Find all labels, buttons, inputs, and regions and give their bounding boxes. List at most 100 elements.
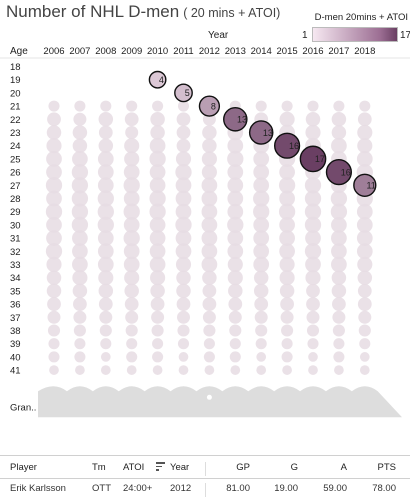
data-point[interactable] bbox=[45, 243, 63, 260]
data-point[interactable] bbox=[201, 243, 218, 260]
data-point[interactable] bbox=[71, 163, 89, 181]
data-point[interactable] bbox=[123, 177, 140, 194]
data-point[interactable] bbox=[305, 230, 321, 246]
data-point[interactable] bbox=[254, 297, 269, 311]
data-point[interactable] bbox=[175, 177, 192, 194]
data-point[interactable] bbox=[177, 310, 190, 324]
data-point[interactable] bbox=[304, 203, 322, 220]
data-point[interactable] bbox=[47, 112, 61, 127]
data-point[interactable] bbox=[202, 297, 217, 311]
data-point[interactable] bbox=[305, 124, 321, 141]
data-point[interactable] bbox=[201, 256, 218, 273]
data-point[interactable] bbox=[229, 338, 241, 350]
highlight-point[interactable] bbox=[248, 120, 274, 145]
data-point[interactable] bbox=[149, 177, 166, 194]
data-point[interactable] bbox=[330, 203, 348, 220]
data-point[interactable] bbox=[46, 230, 62, 246]
data-point[interactable] bbox=[175, 256, 192, 273]
data-point[interactable] bbox=[307, 100, 319, 112]
data-point[interactable] bbox=[227, 190, 244, 207]
data-point[interactable] bbox=[357, 112, 372, 127]
data-point[interactable] bbox=[227, 256, 243, 273]
data-point[interactable] bbox=[253, 164, 270, 180]
data-point[interactable] bbox=[72, 151, 88, 167]
data-point[interactable] bbox=[123, 256, 140, 273]
data-point[interactable] bbox=[255, 100, 267, 112]
data-point[interactable] bbox=[279, 243, 295, 260]
data-point[interactable] bbox=[227, 203, 244, 220]
data-point[interactable] bbox=[332, 297, 346, 311]
data-point[interactable] bbox=[357, 270, 373, 285]
data-point[interactable] bbox=[47, 324, 61, 337]
data-point[interactable] bbox=[202, 125, 217, 140]
data-point[interactable] bbox=[72, 283, 88, 299]
data-point[interactable] bbox=[123, 190, 140, 207]
data-point[interactable] bbox=[124, 297, 139, 311]
data-point[interactable] bbox=[176, 283, 191, 299]
data-point[interactable] bbox=[73, 112, 87, 126]
data-point[interactable] bbox=[46, 217, 62, 233]
data-point[interactable] bbox=[123, 229, 140, 247]
column-header-a[interactable]: A bbox=[340, 462, 347, 473]
data-point[interactable] bbox=[98, 297, 113, 311]
data-point[interactable] bbox=[100, 352, 111, 362]
data-point[interactable] bbox=[177, 338, 190, 350]
data-point[interactable] bbox=[75, 365, 85, 375]
data-point[interactable] bbox=[97, 243, 114, 260]
data-point[interactable] bbox=[71, 190, 89, 207]
data-point[interactable] bbox=[177, 324, 190, 337]
bubble-chart[interactable]: 2006 2007 2008 2009 2010 2011 2012 2013 2014 2015… bbox=[0, 42, 410, 454]
data-point[interactable] bbox=[280, 297, 294, 311]
data-point[interactable] bbox=[201, 217, 218, 233]
data-point[interactable] bbox=[256, 352, 267, 362]
data-point[interactable] bbox=[124, 270, 140, 286]
data-point[interactable] bbox=[227, 243, 244, 260]
data-point[interactable] bbox=[151, 310, 165, 324]
data-point[interactable] bbox=[359, 365, 370, 375]
data-point[interactable] bbox=[253, 283, 269, 299]
data-point[interactable] bbox=[279, 230, 295, 246]
data-point[interactable] bbox=[175, 190, 192, 207]
data-point[interactable] bbox=[123, 243, 140, 260]
data-point[interactable] bbox=[282, 365, 292, 375]
data-point[interactable] bbox=[253, 230, 270, 246]
data-point[interactable] bbox=[100, 338, 112, 350]
data-point[interactable] bbox=[177, 100, 190, 112]
data-point[interactable] bbox=[149, 137, 166, 154]
data-point[interactable] bbox=[253, 190, 270, 207]
sort-icon[interactable] bbox=[156, 462, 165, 472]
data-point[interactable] bbox=[152, 351, 164, 363]
data-point[interactable] bbox=[48, 100, 60, 112]
data-point[interactable] bbox=[201, 203, 218, 220]
data-point[interactable] bbox=[201, 190, 218, 207]
data-point[interactable] bbox=[202, 138, 217, 153]
data-point[interactable] bbox=[178, 365, 189, 375]
data-point[interactable] bbox=[333, 100, 345, 112]
data-point[interactable] bbox=[72, 125, 88, 140]
data-point[interactable] bbox=[201, 151, 217, 167]
data-point[interactable] bbox=[97, 216, 114, 234]
data-point[interactable] bbox=[203, 324, 216, 337]
data-point[interactable] bbox=[281, 324, 294, 337]
column-header-gp[interactable]: GP bbox=[236, 462, 250, 473]
data-point[interactable] bbox=[46, 190, 62, 207]
data-point[interactable] bbox=[356, 230, 373, 246]
data-point[interactable] bbox=[97, 151, 114, 167]
data-point[interactable] bbox=[47, 297, 61, 311]
data-point[interactable] bbox=[49, 365, 59, 375]
data-point[interactable] bbox=[46, 164, 62, 180]
data-point[interactable] bbox=[71, 177, 89, 194]
data-point[interactable] bbox=[45, 177, 63, 194]
data-point[interactable] bbox=[332, 310, 346, 324]
data-point[interactable] bbox=[175, 163, 192, 181]
data-point[interactable] bbox=[73, 324, 86, 337]
data-point[interactable] bbox=[331, 270, 347, 285]
data-point[interactable] bbox=[254, 310, 268, 324]
highlight-point[interactable] bbox=[198, 95, 221, 117]
data-point[interactable] bbox=[279, 217, 295, 233]
data-point[interactable] bbox=[99, 310, 113, 324]
data-point[interactable] bbox=[48, 351, 60, 363]
data-point[interactable] bbox=[228, 283, 243, 299]
data-point[interactable] bbox=[308, 352, 318, 362]
data-point[interactable] bbox=[149, 164, 166, 180]
